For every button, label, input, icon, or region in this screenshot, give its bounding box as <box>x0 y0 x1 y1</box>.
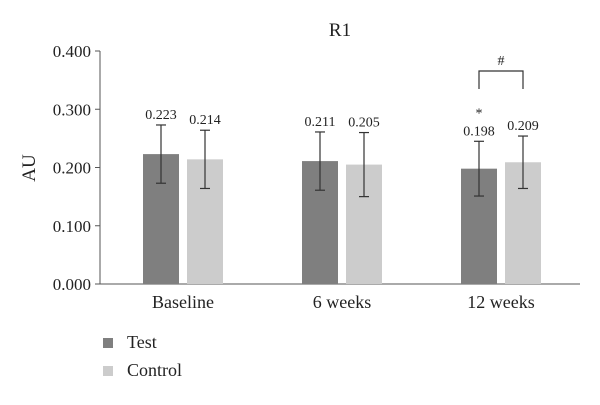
chart-title: R1 <box>329 20 351 41</box>
legend-swatch-control <box>103 366 113 376</box>
data-label: 0.198 <box>463 124 495 139</box>
y-tick-label: 0.000 <box>53 275 91 294</box>
x-category-label: 6 weeks <box>313 292 371 312</box>
data-label: 0.211 <box>305 115 336 130</box>
y-tick-label: 0.300 <box>53 100 91 119</box>
plot-area: 0.000 0.100 0.200 0.300 0.400 Baseline 6 weeks… <box>53 42 580 312</box>
significance-marker: # <box>498 54 505 69</box>
legend-label-control: Control <box>127 360 182 380</box>
x-category-label: 12 weeks <box>467 292 534 312</box>
significance-marker: * <box>476 106 483 121</box>
data-label: 0.214 <box>189 113 221 128</box>
y-axis-label: AU <box>19 154 40 182</box>
x-category-label: Baseline <box>152 292 214 312</box>
data-label: 0.205 <box>348 116 380 131</box>
significance-bracket <box>478 70 524 89</box>
legend-label-test: Test <box>127 332 157 352</box>
y-tick-label: 0.100 <box>53 217 91 236</box>
y-tick-label: 0.200 <box>53 159 91 178</box>
legend-swatch-test <box>103 338 113 348</box>
legend: Test Control <box>103 332 182 380</box>
data-label: 0.223 <box>145 108 177 123</box>
y-tick-label: 0.400 <box>53 42 91 61</box>
data-label: 0.209 <box>507 119 539 134</box>
